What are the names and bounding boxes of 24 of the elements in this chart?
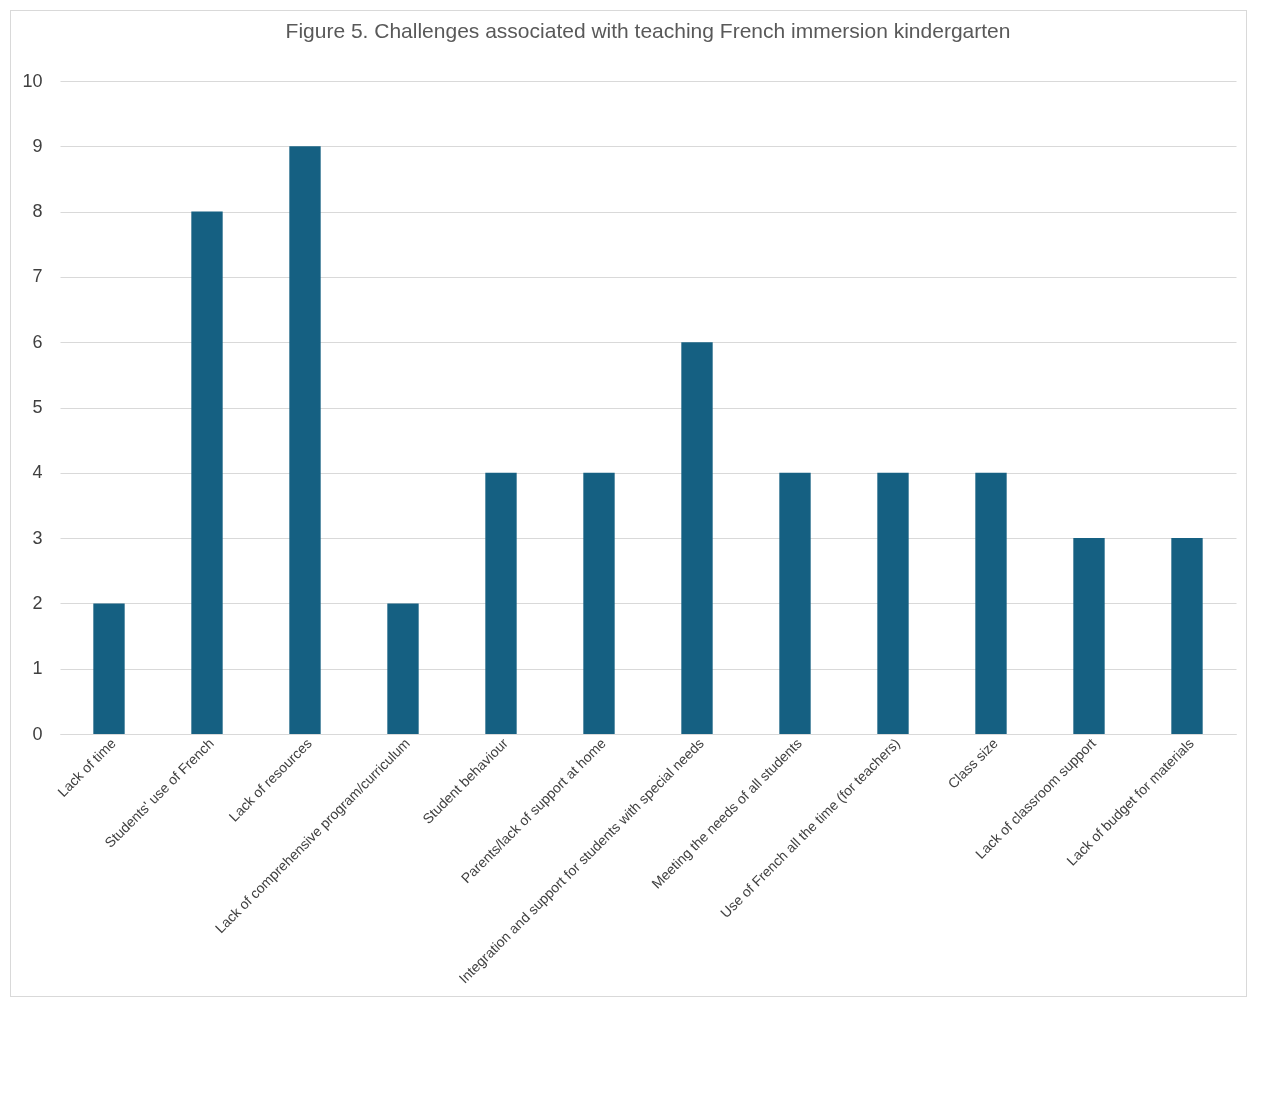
bar	[1171, 538, 1203, 734]
y-tick-label: 7	[32, 266, 43, 287]
y-tick-label: 1	[32, 658, 43, 679]
bar	[877, 472, 909, 734]
y-tick-label: 2	[32, 592, 43, 613]
bar	[93, 603, 125, 734]
y-tick-label: 0	[32, 723, 43, 744]
y-tick-label: 4	[32, 462, 43, 483]
y-tick-label: 3	[32, 527, 43, 548]
bar	[975, 472, 1007, 734]
bar	[289, 146, 321, 734]
y-tick-label: 6	[32, 331, 43, 352]
y-tick-label: 5	[32, 397, 43, 417]
bar	[779, 472, 811, 734]
chart-title: Figure 5. Challenges associated with teaching French immersion kindergarten	[285, 19, 1011, 42]
y-tick-label: 9	[32, 135, 43, 156]
bar	[583, 472, 615, 734]
y-tick-label: 10	[22, 70, 43, 91]
bar	[681, 342, 713, 734]
bar	[191, 211, 223, 734]
bar	[387, 603, 419, 734]
y-tick-label: 8	[32, 201, 43, 222]
bar	[485, 472, 517, 734]
bar	[1073, 538, 1105, 734]
